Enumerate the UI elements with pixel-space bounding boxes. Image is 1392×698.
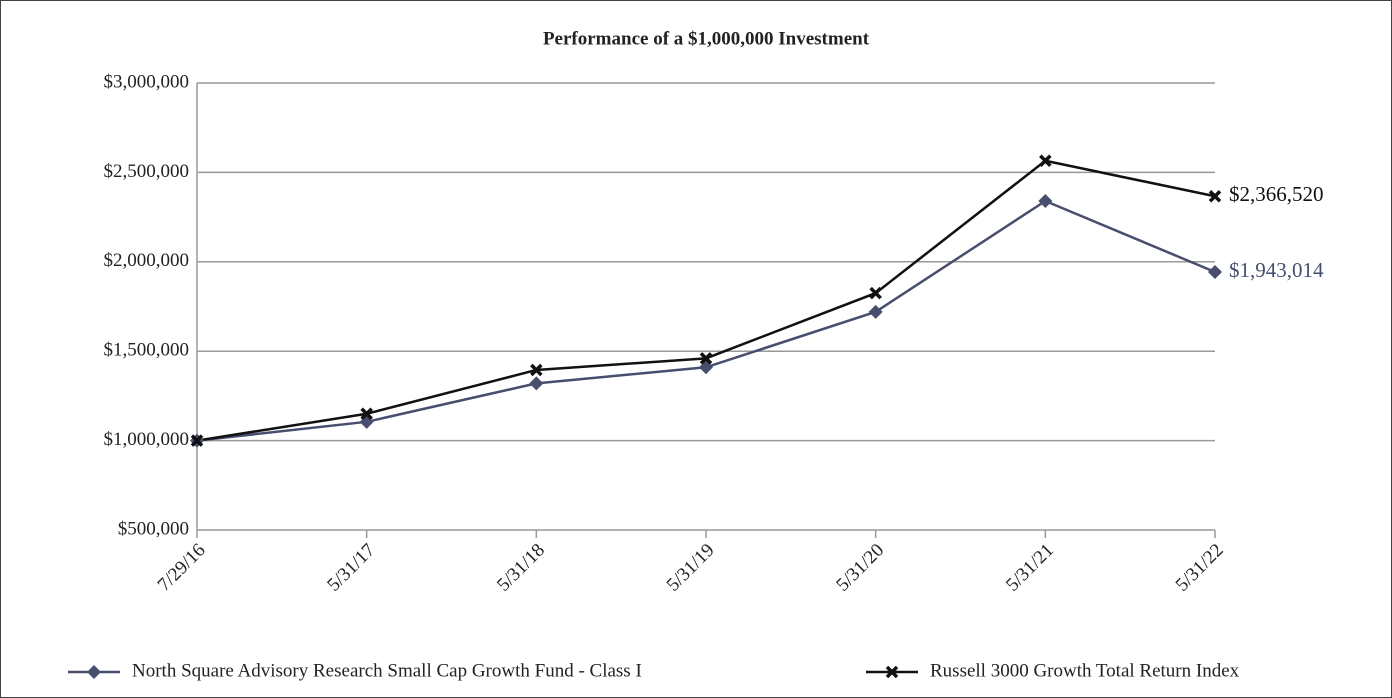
marker — [1038, 194, 1053, 209]
marker — [360, 407, 373, 421]
y-tick-label: $1,500,000 — [104, 340, 190, 361]
marker — [699, 352, 713, 365]
y-tick-label: $2,500,000 — [104, 161, 190, 182]
legend-label: Russell 3000 Growth Total Return Index — [930, 660, 1240, 681]
marker — [529, 376, 544, 391]
marker — [190, 434, 204, 447]
value-label: $2,366,520 — [1229, 182, 1324, 206]
y-tick-label: $1,000,000 — [104, 429, 190, 450]
y-tick-label: $2,000,000 — [104, 250, 190, 271]
marker — [530, 363, 543, 377]
legend-label: North Square Advisory Research Small Cap… — [132, 660, 642, 681]
chart-title: Performance of a $1,000,000 Investment — [543, 28, 870, 49]
marker — [869, 286, 882, 300]
marker — [1208, 264, 1222, 279]
marker — [1208, 190, 1222, 203]
legend-marker — [87, 665, 101, 679]
marker — [1039, 154, 1052, 168]
marker — [868, 304, 883, 319]
value-label: $1,943,014 — [1229, 258, 1324, 282]
y-tick-label: $3,000,000 — [104, 71, 190, 92]
legend-marker — [885, 665, 899, 679]
y-tick-label: $500,000 — [118, 518, 189, 539]
